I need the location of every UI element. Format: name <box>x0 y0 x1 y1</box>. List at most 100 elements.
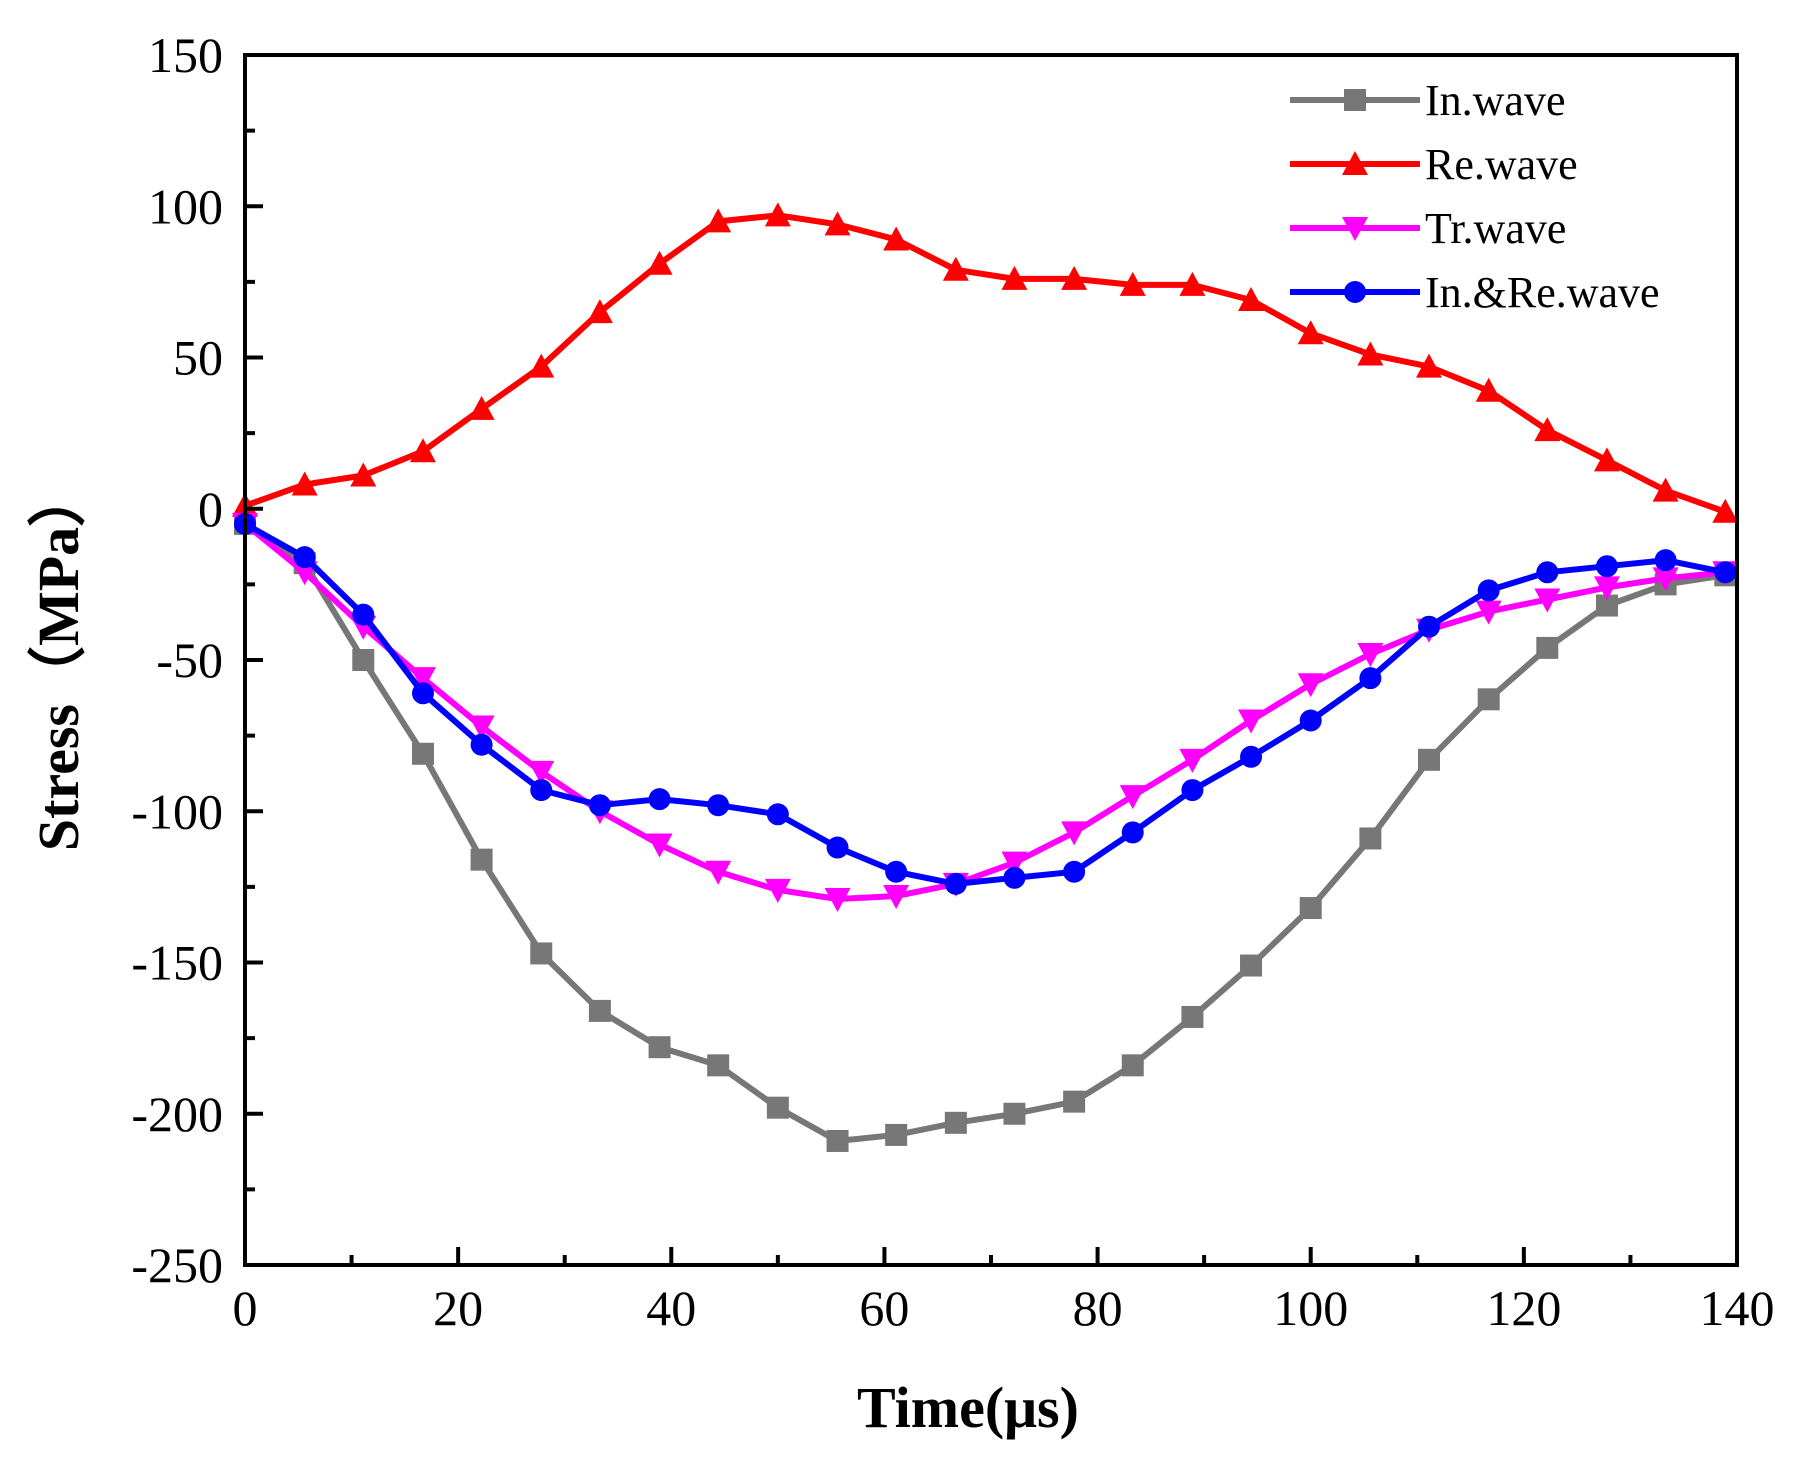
data-point <box>528 353 555 378</box>
data-point <box>705 860 732 885</box>
data-point <box>1181 779 1204 802</box>
legend-label: In.&Re.wave <box>1425 268 1660 317</box>
x-tick-label: 100 <box>1273 1280 1348 1336</box>
data-point <box>411 742 434 765</box>
y-tick-label: -200 <box>131 1086 223 1142</box>
data-point <box>470 733 493 756</box>
legend-item: Re.wave <box>1290 140 1578 189</box>
data-point <box>826 1129 849 1152</box>
series-re-wave <box>232 202 1739 523</box>
legend-label: Tr.wave <box>1425 204 1566 253</box>
x-tick-label: 20 <box>433 1280 483 1336</box>
data-point <box>1297 320 1324 345</box>
legend-item: In.&Re.wave <box>1290 268 1660 317</box>
data-point <box>1299 709 1322 732</box>
data-point <box>766 803 789 826</box>
data-point <box>1119 785 1146 810</box>
data-point <box>1714 561 1737 584</box>
data-point <box>648 788 671 811</box>
data-point <box>1003 1102 1026 1125</box>
legend-marker <box>1342 217 1368 241</box>
data-point <box>352 603 375 626</box>
data-point <box>1299 897 1322 920</box>
data-point <box>1061 265 1088 290</box>
data-point <box>1179 748 1206 773</box>
data-point <box>824 211 851 236</box>
data-point <box>468 715 495 740</box>
data-point <box>1357 642 1384 667</box>
data-point <box>1001 851 1028 876</box>
data-point <box>1595 555 1618 578</box>
data-point <box>707 794 730 817</box>
data-point <box>646 833 673 858</box>
data-point <box>468 395 495 420</box>
series-in-re-wave <box>234 512 1737 895</box>
data-point <box>1181 1005 1204 1028</box>
data-point <box>409 438 436 463</box>
data-point <box>1063 1090 1086 1113</box>
data-point <box>1536 636 1559 659</box>
series-line <box>242 212 1729 515</box>
data-point <box>1477 688 1500 711</box>
data-point <box>470 848 493 871</box>
y-axis-title: Stress（MPa） <box>26 469 91 851</box>
x-tick-label: 140 <box>1700 1280 1775 1336</box>
data-point <box>1534 417 1561 442</box>
data-point <box>826 836 849 859</box>
data-point <box>1063 860 1086 883</box>
data-point <box>1121 821 1144 844</box>
legend-item: Tr.wave <box>1290 204 1566 253</box>
data-point <box>1061 821 1088 846</box>
data-point <box>1238 287 1265 312</box>
data-point <box>944 872 967 895</box>
data-point <box>883 884 910 909</box>
data-point <box>586 299 613 324</box>
series-line <box>242 520 1729 902</box>
data-point <box>824 887 851 912</box>
data-point <box>530 942 553 965</box>
data-point <box>705 208 732 233</box>
data-point <box>764 202 791 227</box>
data-point <box>944 1111 967 1134</box>
data-point <box>1712 498 1739 523</box>
data-point <box>648 1036 671 1059</box>
data-point <box>411 682 434 705</box>
x-tick-label: 120 <box>1486 1280 1561 1336</box>
data-point <box>1536 561 1559 584</box>
y-tick-label: 0 <box>198 481 223 537</box>
data-point <box>350 462 377 487</box>
data-point <box>942 256 969 281</box>
y-tick-label: -150 <box>131 935 223 991</box>
data-point <box>1593 447 1620 472</box>
x-tick-label: 40 <box>646 1280 696 1336</box>
legend-marker <box>1342 151 1368 175</box>
data-point <box>1418 748 1441 771</box>
data-point <box>1652 567 1679 592</box>
data-point <box>766 1096 789 1119</box>
x-tick-label: 0 <box>233 1280 258 1336</box>
data-point <box>1593 576 1620 601</box>
data-point <box>1357 341 1384 366</box>
data-point <box>707 1054 730 1077</box>
data-point <box>885 1123 908 1146</box>
data-point <box>1240 745 1263 768</box>
data-point <box>530 779 553 802</box>
x-tick-label: 80 <box>1073 1280 1123 1336</box>
legend: In.wave Re.wave Tr.wave In.&Re.wave <box>1290 76 1660 317</box>
data-point <box>1359 827 1382 850</box>
legend-marker <box>1344 89 1366 111</box>
legend-item: In.wave <box>1290 76 1566 125</box>
data-point <box>1654 549 1677 572</box>
y-tick-label: -250 <box>131 1237 223 1293</box>
data-point <box>528 760 555 785</box>
legend-label: Re.wave <box>1425 140 1578 189</box>
data-point <box>1238 709 1265 734</box>
tick-labels-layer: 0 20 40 60 80 100 120 140 150 100 50 0 -50 -100 -150 -2… <box>131 27 1774 1336</box>
legend-marker <box>1344 281 1366 303</box>
legend-label: In.wave <box>1425 76 1566 125</box>
data-point <box>646 250 673 275</box>
data-point <box>1003 866 1026 889</box>
y-tick-label: 50 <box>173 330 223 386</box>
data-point <box>1534 588 1561 613</box>
